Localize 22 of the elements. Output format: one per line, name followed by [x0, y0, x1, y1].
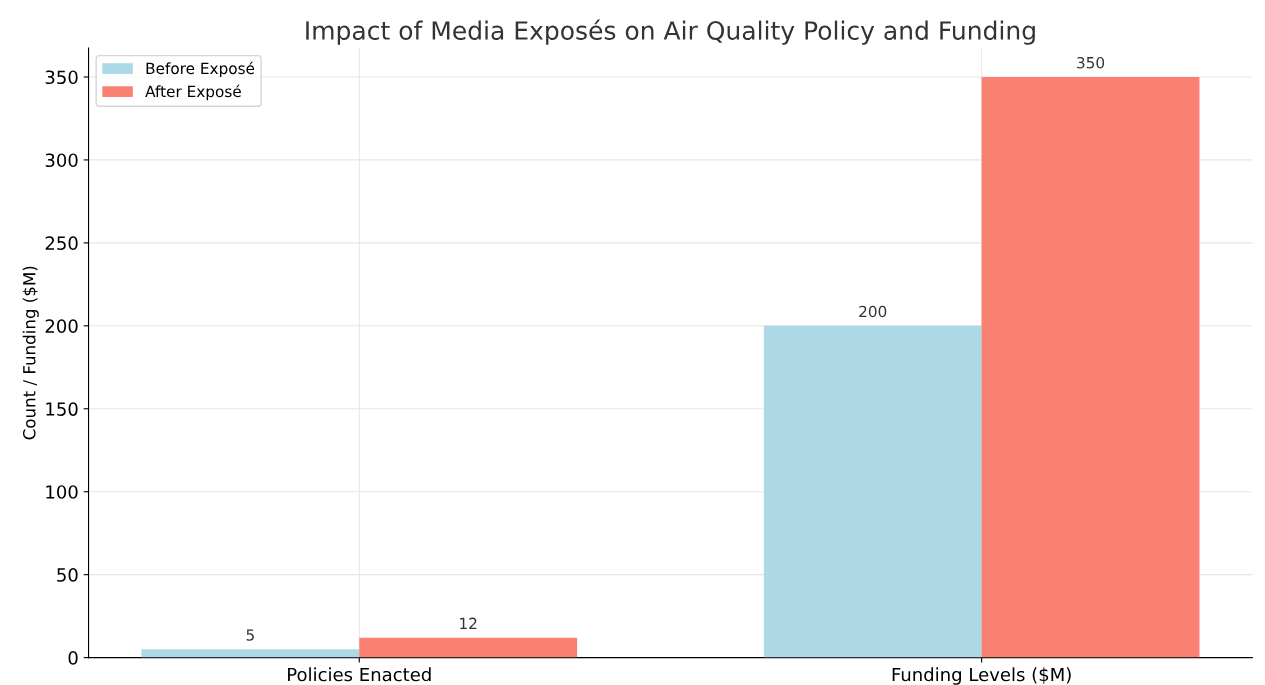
- y-tick-label: 0: [68, 651, 78, 665]
- bar: [359, 637, 578, 658]
- x-tick-label: Policies Enacted: [288, 667, 431, 682]
- y-tick-label: 150: [46, 402, 78, 416]
- y-tick-label: 100: [46, 485, 78, 499]
- chart-title: Impact of Media Exposés on Air Quality Policy and Funding: [306, 19, 1035, 45]
- y-tick-label: 200: [45, 319, 78, 333]
- bar: [981, 76, 1200, 658]
- y-tick-label: 300: [45, 153, 78, 168]
- bar: [141, 649, 360, 658]
- y-tick-label: 350: [45, 70, 78, 85]
- y-tick-label: 50: [57, 568, 78, 582]
- legend-label: Before Exposé: [146, 61, 255, 78]
- data-label: 200: [859, 305, 887, 318]
- data-label: 5: [246, 629, 254, 641]
- data-label: 12: [460, 617, 477, 629]
- x-tick-label: Funding Levels ($M): [892, 667, 1071, 685]
- y-axis-title: Count / Funding ($M): [22, 266, 39, 440]
- legend-label: After Exposé: [145, 84, 241, 101]
- y-tick-label: 250: [45, 236, 78, 250]
- data-label: 350: [1077, 56, 1105, 69]
- bar: [763, 325, 982, 658]
